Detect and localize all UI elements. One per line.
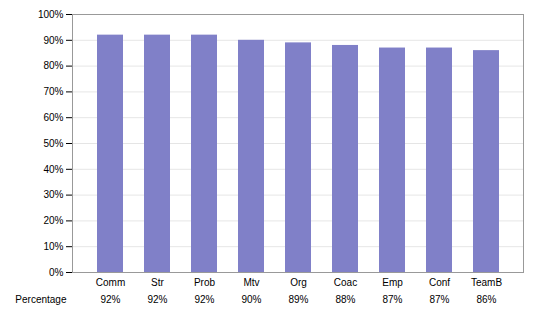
svg-text:70%: 70% [43,86,63,97]
svg-text:92%: 92% [194,294,214,305]
svg-text:88%: 88% [335,294,355,305]
svg-text:20%: 20% [43,215,63,226]
svg-text:Coac: Coac [334,277,357,288]
svg-text:87%: 87% [429,294,449,305]
svg-text:89%: 89% [288,294,308,305]
svg-text:90%: 90% [43,35,63,46]
svg-text:Conf: Conf [429,277,450,288]
svg-text:Prob: Prob [194,277,216,288]
svg-text:Percentage: Percentage [15,294,67,305]
svg-text:TeamB: TeamB [471,277,502,288]
svg-text:10%: 10% [43,241,63,252]
svg-text:40%: 40% [43,164,63,175]
svg-text:100%: 100% [38,9,64,20]
svg-text:86%: 86% [476,294,496,305]
svg-text:50%: 50% [43,138,63,149]
svg-text:92%: 92% [147,294,167,305]
svg-text:30%: 30% [43,189,63,200]
svg-text:80%: 80% [43,60,63,71]
svg-text:Comm: Comm [96,277,125,288]
svg-text:90%: 90% [241,294,261,305]
svg-text:0%: 0% [49,267,64,278]
svg-text:92%: 92% [100,294,120,305]
svg-text:Emp: Emp [382,277,403,288]
svg-text:Mtv: Mtv [243,277,259,288]
svg-text:87%: 87% [382,294,402,305]
svg-text:60%: 60% [43,112,63,123]
svg-text:Str: Str [151,277,164,288]
svg-text:Org: Org [290,277,307,288]
